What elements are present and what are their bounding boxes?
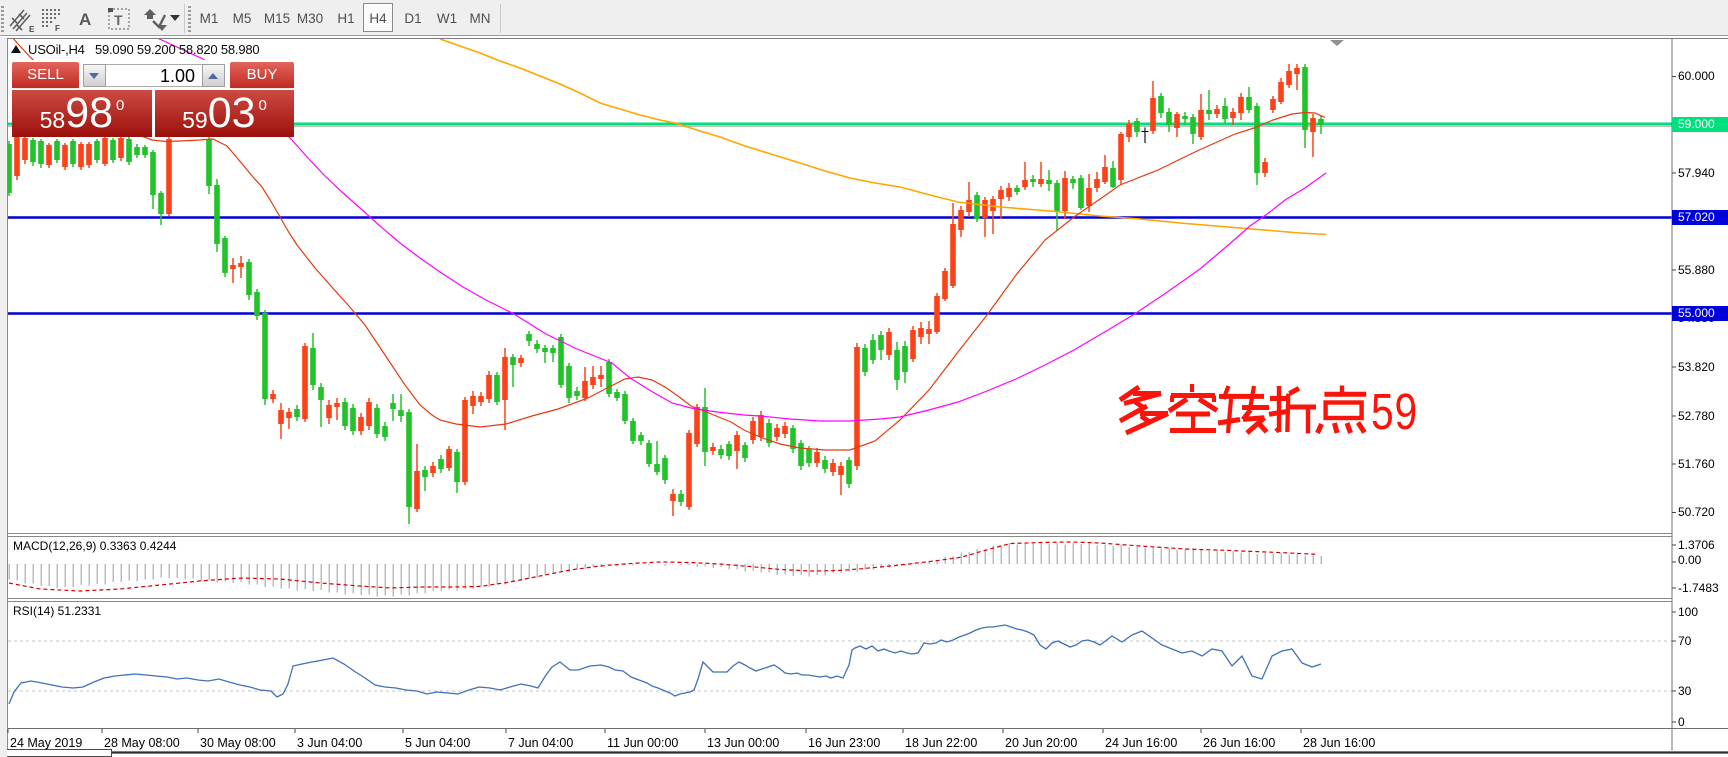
svg-text:T: T [114, 12, 123, 28]
svg-text:E: E [29, 25, 35, 34]
svg-text:A: A [79, 10, 91, 29]
svg-text:F: F [55, 24, 60, 33]
